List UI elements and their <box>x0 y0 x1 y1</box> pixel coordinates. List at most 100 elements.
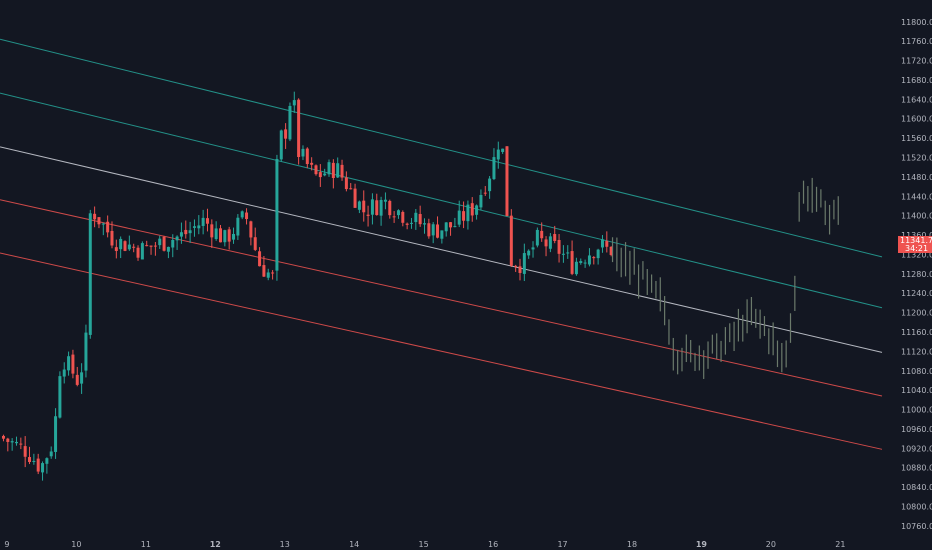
candle-body <box>258 251 262 267</box>
candle-body <box>466 204 470 222</box>
candle-body <box>305 148 309 165</box>
candle-body <box>505 146 509 216</box>
candle-body <box>392 216 396 218</box>
candle-body <box>123 241 127 251</box>
candle-body <box>253 237 257 250</box>
candle-body <box>418 214 422 225</box>
candle-body <box>292 100 296 106</box>
candle-body <box>162 236 166 251</box>
channel-line-middle <box>0 146 883 353</box>
time-tick-label: 10 <box>71 540 81 549</box>
candle-body <box>132 246 136 248</box>
time-tick-label: 16 <box>488 540 498 549</box>
candle-body <box>219 228 222 243</box>
candle-body <box>188 230 192 234</box>
candle-body <box>67 356 71 371</box>
candle-body <box>318 172 322 178</box>
candle-body <box>353 188 357 208</box>
candle-body <box>262 265 266 277</box>
candle-body <box>288 105 292 140</box>
candle-body <box>249 221 253 238</box>
countdown-label: 34:21 <box>905 244 928 253</box>
candle-body <box>531 247 535 250</box>
candle-body <box>84 332 88 371</box>
candle-body <box>58 376 62 418</box>
candle-body <box>153 245 157 247</box>
candle-body <box>184 229 188 235</box>
candle-body <box>140 243 144 260</box>
candle-body <box>23 446 27 457</box>
candle-body <box>475 205 479 215</box>
candle-body <box>362 200 366 213</box>
price-tick-label: 11600.00 <box>901 115 932 124</box>
candle-body <box>49 451 53 457</box>
candle-body <box>1 435 5 439</box>
candle-body <box>14 441 18 444</box>
price-tick-label: 11640.00 <box>901 95 932 104</box>
last-price-tag-bg <box>898 236 932 253</box>
candle-body <box>314 165 318 175</box>
candle-body <box>158 238 162 246</box>
candle-body <box>527 250 531 256</box>
candle-body <box>240 211 244 218</box>
candle-body <box>600 239 604 248</box>
time-tick-label: 17 <box>557 540 567 549</box>
candle-body <box>344 177 348 190</box>
candle-body <box>396 210 400 216</box>
candle-body <box>470 203 474 216</box>
candle-body <box>405 223 409 225</box>
candle-body <box>279 130 283 160</box>
candle-body <box>535 229 539 246</box>
candle-body <box>496 149 500 160</box>
price-tick-label: 10960.00 <box>901 425 932 434</box>
price-tick-label: 11440.00 <box>901 192 932 201</box>
candle-body <box>301 148 305 157</box>
candle-body <box>327 162 331 175</box>
time-tick-label: 13 <box>280 540 290 549</box>
candles <box>1 91 613 481</box>
candle-body <box>553 234 557 241</box>
price-axis[interactable]: 11800.00 11760.00 11720.00 11680.00 11640.00… <box>901 18 932 531</box>
candle-body <box>54 416 58 452</box>
price-tick-label: 11680.00 <box>901 76 932 85</box>
candle-body <box>587 255 591 265</box>
price-tick-label: 11200.00 <box>901 309 932 318</box>
candle-body <box>323 173 327 176</box>
candle-body <box>427 223 431 237</box>
candle-body <box>80 372 84 384</box>
candle-body <box>605 241 609 247</box>
candle-body <box>310 162 314 165</box>
price-tick-label: 11120.00 <box>901 347 932 356</box>
candle-body <box>596 249 600 259</box>
time-tick-label: 15 <box>419 540 429 549</box>
candle-body <box>518 266 522 273</box>
candle-body <box>423 223 427 225</box>
candle-body <box>449 222 453 228</box>
candle-body <box>501 148 505 152</box>
price-tick-label: 10880.00 <box>901 464 932 473</box>
candle-body <box>275 158 279 271</box>
candle-body <box>10 441 14 443</box>
channel-line-upper-inner <box>0 92 883 309</box>
channel-line-lower-outer <box>0 252 883 450</box>
price-tick-label: 10760.00 <box>901 522 932 531</box>
price-tick-label: 11280.00 <box>901 270 932 279</box>
time-tick-label: 20 <box>766 540 776 549</box>
candle-body <box>175 236 179 241</box>
price-tick-label: 11800.00 <box>901 18 932 27</box>
candle-body <box>97 217 101 225</box>
candle-body <box>136 247 140 258</box>
candle-body <box>548 236 552 249</box>
candle-body <box>544 239 548 247</box>
price-tick-label: 11360.00 <box>901 231 932 240</box>
time-tick-label: 12 <box>210 540 221 549</box>
candle-body <box>197 225 201 229</box>
time-axis[interactable]: 9 10 11 12 13 14 15 16 17 18 19 20 21 <box>4 540 845 549</box>
candle-body <box>379 199 383 216</box>
candle-body <box>488 178 492 192</box>
time-tick-label: 18 <box>627 540 637 549</box>
candle-body <box>145 245 149 247</box>
candle-body <box>414 212 418 223</box>
candle-body <box>566 252 570 254</box>
